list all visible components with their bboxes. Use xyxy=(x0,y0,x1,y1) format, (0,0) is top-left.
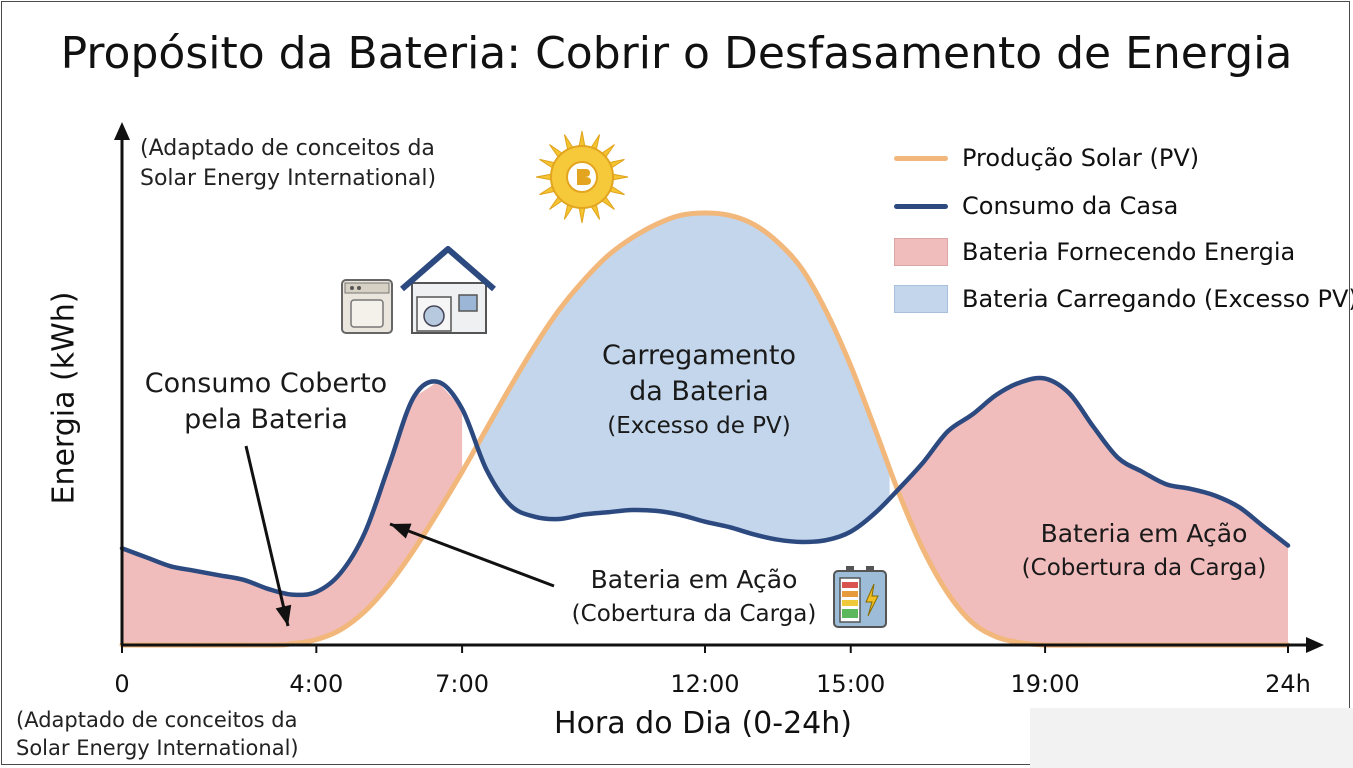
annotation-charging-line1: Carregamento xyxy=(602,340,796,371)
battery-level-4 xyxy=(842,609,858,618)
chart-title: Propósito da Bateria: Cobrir o Desfasame… xyxy=(60,28,1293,79)
source-note-top: (Adaptado de conceitos da Solar Energy I… xyxy=(140,134,436,194)
house-roof xyxy=(400,246,496,292)
x-axis-label: Hora do Dia (0-24h) xyxy=(554,706,852,741)
annotation-battery-mid-line2: (Cobertura da Carga) xyxy=(571,601,817,627)
house-icon xyxy=(400,246,496,334)
house-window xyxy=(458,294,478,312)
x-tick-label-0: 0 xyxy=(114,670,129,698)
annotation-battery-right: Bateria em Ação (Cobertura da Carga) xyxy=(1022,516,1267,584)
source-note-bottom: (Adaptado de conceitos da Solar Energy I… xyxy=(16,706,299,762)
battery-bolt xyxy=(865,583,879,617)
arrow-battery-mid-head xyxy=(390,523,412,539)
y-axis-label: Energia (kWh) xyxy=(46,291,82,505)
x-axis-arrowhead xyxy=(1306,637,1324,653)
battery-icon xyxy=(833,566,887,628)
annotation-charging-line2: da Bateria xyxy=(629,376,769,407)
washer-door xyxy=(350,299,384,328)
x-tick-label-2: 7:00 xyxy=(435,670,489,698)
region-fill-2 xyxy=(889,378,1288,645)
source-note-bottom-line1: (Adaptado de conceitos da xyxy=(16,708,298,732)
arrow-battery-mid-shaft xyxy=(389,522,555,588)
y-axis-arrowhead xyxy=(114,122,130,140)
legend-label-solar: Produção Solar (PV) xyxy=(962,144,1200,172)
series-line-solar xyxy=(119,210,1291,648)
x-ticks: 0 4:00 7:00 12:00 15:00 19:00 24h xyxy=(114,645,1311,698)
x-tick-label-4: 15:00 xyxy=(816,670,885,698)
house-gable xyxy=(411,251,485,289)
battery-level-1 xyxy=(842,582,858,588)
washer-panel xyxy=(344,282,390,294)
axes xyxy=(114,122,1324,653)
legend-label-battery-supply: Bateria Fornecendo Energia xyxy=(962,238,1296,266)
legend-item-battery-supply: Bateria Fornecendo Energia xyxy=(894,236,1295,268)
source-note-top-line2: Solar Energy International) xyxy=(140,166,437,191)
annotation-covered-line2: pela Bateria xyxy=(184,404,348,435)
annotation-charging: Carregamento da Bateria (Excesso de PV) xyxy=(602,338,796,442)
battery-level-2 xyxy=(842,591,858,597)
washer-knob-2 xyxy=(357,286,361,290)
x-tick-label-3: 12:00 xyxy=(670,670,739,698)
series-line-consumption xyxy=(119,375,1291,598)
legend-item-battery-charge: Bateria Carregando (Excesso PV) xyxy=(894,283,1353,315)
x-tick-label-6: 24h xyxy=(1265,670,1311,698)
sun-badge-icon xyxy=(535,130,629,224)
annotation-covered: Consumo Coberto pela Bateria xyxy=(145,366,387,438)
washer-knob-1 xyxy=(350,286,354,290)
legend-item-consumption: Consumo da Casa xyxy=(894,190,1178,222)
annotation-covered-line1: Consumo Coberto xyxy=(144,368,388,399)
house-washer-drum xyxy=(423,305,445,327)
region-fill-1 xyxy=(462,213,890,542)
legend-swatch-battery-charge xyxy=(894,285,948,313)
legend-item-solar: Produção Solar (PV) xyxy=(894,142,1199,174)
legend-swatch-battery-supply xyxy=(894,238,948,266)
battery-level-3 xyxy=(842,600,858,606)
annotation-battery-right-line1: Bateria em Ação xyxy=(1040,519,1248,548)
arrow-covered-shaft xyxy=(244,445,290,627)
annotation-battery-mid: Bateria em Ação (Cobertura da Carga) xyxy=(572,562,817,630)
icons xyxy=(341,130,887,628)
arrow-covered-head xyxy=(275,604,292,626)
series-lines xyxy=(119,210,1291,648)
annotation-battery-mid-line1: Bateria em Ação xyxy=(590,565,798,594)
watermark-box xyxy=(1030,708,1353,768)
legend-label-battery-charge: Bateria Carregando (Excesso PV) xyxy=(962,285,1353,313)
battery-terminal-1 xyxy=(846,566,854,572)
x-tick-label-1: 4:00 xyxy=(289,670,343,698)
annotation-charging-line3: (Excesso de PV) xyxy=(607,413,791,439)
region-fill-0 xyxy=(122,381,463,645)
annotation-arrows xyxy=(244,445,555,627)
annotation-battery-right-line2: (Cobertura da Carga) xyxy=(1021,555,1267,581)
area-fills xyxy=(122,213,1288,645)
battery-terminal-2 xyxy=(866,566,874,572)
x-tick-label-5: 19:00 xyxy=(1010,670,1079,698)
legend-swatch-consumption xyxy=(894,203,948,209)
source-note-bottom-line2: Solar Energy International) xyxy=(16,736,299,760)
legend-swatch-solar xyxy=(894,155,948,161)
washing-machine-icon xyxy=(341,279,393,334)
sun-letter-b xyxy=(577,169,591,185)
legend-label-consumption: Consumo da Casa xyxy=(962,192,1179,220)
source-note-top-line1: (Adaptado de conceitos da xyxy=(140,136,435,161)
